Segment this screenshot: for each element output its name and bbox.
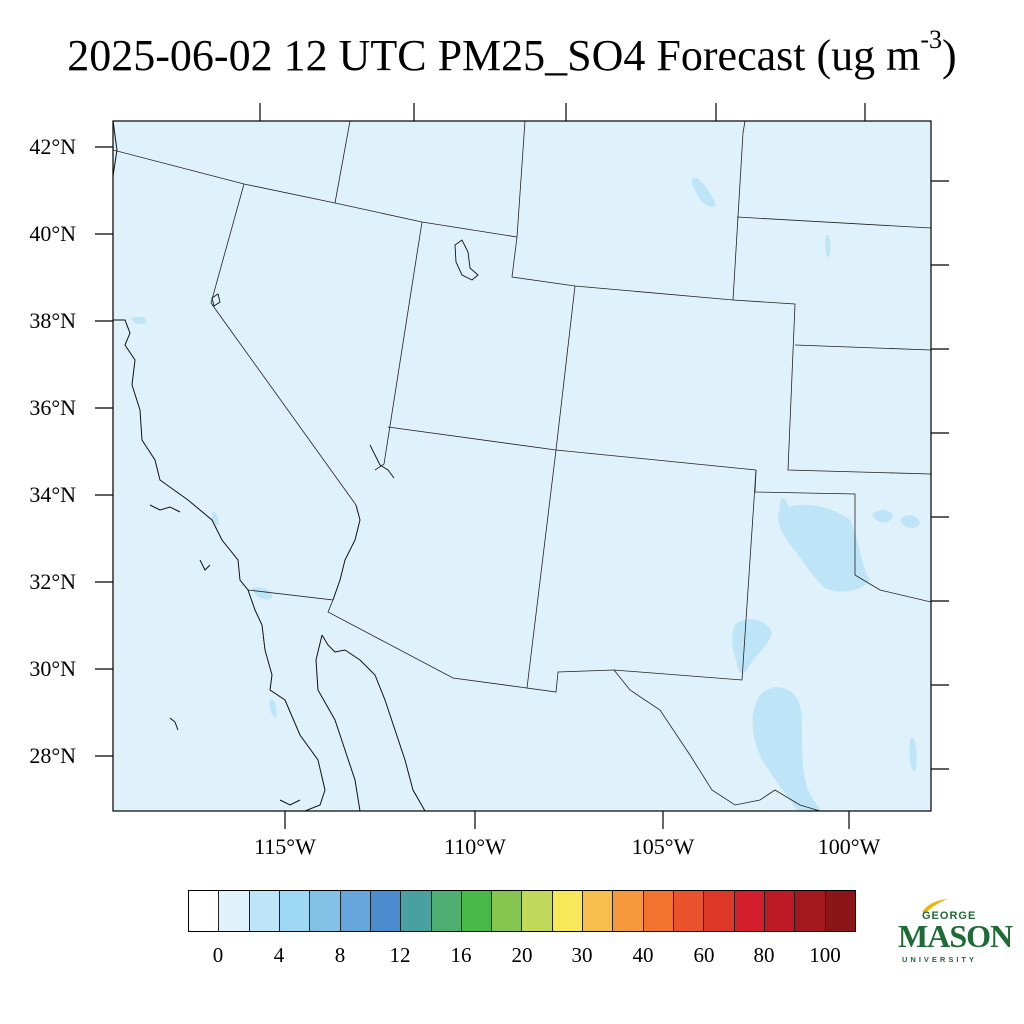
- title-text: 2025-06-02 12 UTC PM25_SO4 Forecast (ug …: [67, 31, 921, 80]
- lat-label-36n: 36°N: [29, 395, 76, 420]
- colorbar-box-7: [401, 891, 432, 931]
- colorbar-label-20: 20: [511, 943, 533, 967]
- colorbar-box-6: [370, 891, 402, 931]
- lon-label-100w: 100°W: [817, 834, 881, 859]
- lat-label-28n: 28°N: [29, 743, 76, 768]
- lat-label-42n: 42°N: [29, 134, 76, 159]
- lat-label-38n: 38°N: [29, 308, 76, 333]
- logo-george-text: GEORGE: [922, 910, 977, 922]
- colorbar-box-19: [764, 891, 796, 931]
- colorbar-box-0: [189, 891, 220, 931]
- colorbar-label-60: 60: [693, 943, 715, 967]
- map-title: 2025-06-02 12 UTC PM25_SO4 Forecast (ug …: [0, 24, 1024, 88]
- colorbar-box-4: [310, 891, 341, 931]
- colorbar-box-11: [522, 891, 553, 931]
- logo-university-text: UNIVERSITY: [902, 955, 978, 964]
- colorbar-box-2: [249, 891, 280, 931]
- colorbar-label-16: 16: [450, 943, 472, 967]
- logo-swoosh-icon: [922, 899, 948, 913]
- colorbar-box-8: [431, 891, 462, 931]
- colorbar-box-18: [734, 891, 765, 931]
- colorbar-label-100: 100: [809, 943, 841, 967]
- lakes: [211, 239, 479, 479]
- lat-label-40n: 40°N: [29, 221, 76, 246]
- lon-label-115w: 115°W: [254, 834, 316, 859]
- map-frame: [112, 120, 932, 812]
- colorbar-box-10: [492, 891, 523, 931]
- lon-label-105w: 105°W: [631, 834, 695, 859]
- colorbar-label-8: 8: [334, 943, 346, 967]
- concentration-patches: [131, 177, 920, 811]
- lat-label-30n: 30°N: [29, 656, 76, 681]
- title-superscript: -3: [920, 25, 943, 54]
- colorbar-box-15: [643, 891, 674, 931]
- colorbar-box-17: [704, 891, 735, 931]
- colorbar-label-40: 40: [632, 943, 654, 967]
- coastlines: [113, 121, 426, 811]
- colorbar-box-1: [219, 891, 250, 931]
- colorbar-box-16: [674, 891, 705, 931]
- lat-label-34n: 34°N: [29, 482, 76, 507]
- colorbar-label-80: 80: [753, 943, 775, 967]
- colorbar-label-4: 4: [273, 943, 285, 967]
- colorbar-label-12: 12: [389, 943, 411, 967]
- colorbar-box-9: [461, 891, 493, 931]
- colorbar-label-30: 30: [571, 943, 593, 967]
- title-suffix: ): [942, 31, 957, 80]
- colorbar-box-20: [795, 891, 826, 931]
- colorbar-box-12: [552, 891, 584, 931]
- map-background: [113, 121, 931, 811]
- colorbar-box-14: [613, 891, 644, 931]
- lon-label-110w: 110°W: [444, 834, 506, 859]
- colorbar-box-3: [279, 891, 311, 931]
- logo-mason-text: MASON: [898, 918, 1013, 954]
- state-boundaries: [113, 121, 931, 811]
- colorbar-box-13: [583, 891, 614, 931]
- axis-ticks: [95, 103, 949, 829]
- colorbar: [188, 890, 856, 932]
- colorbar-label-0: 0: [212, 943, 224, 967]
- colorbar-box-21: [825, 891, 855, 931]
- george-mason-logo: GEORGE MASON UNIVERSITY: [898, 898, 1013, 968]
- lat-label-32n: 32°N: [29, 569, 76, 594]
- colorbar-box-5: [340, 891, 371, 931]
